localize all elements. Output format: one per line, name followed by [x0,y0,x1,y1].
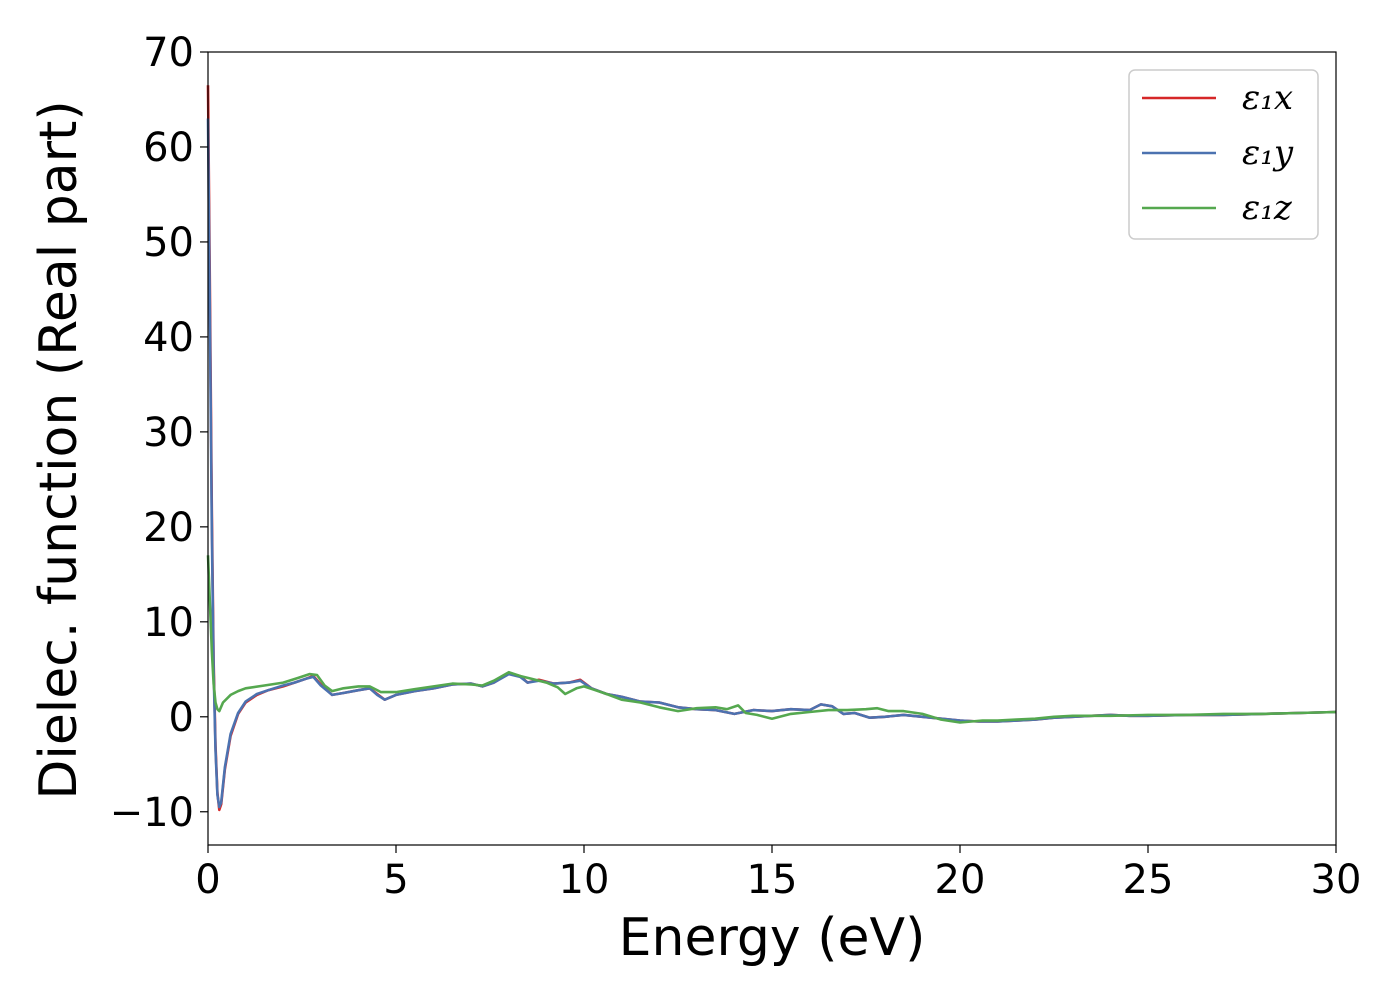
x-tick-label: 20 [935,857,986,903]
y-tick-label: 60 [143,125,194,171]
legend-label-eps1z: ε₁z [1242,188,1293,228]
x-tick-label: 15 [747,857,798,903]
series-line-eps1z [206,555,1337,724]
x-axis-label: Energy (eV) [619,908,926,968]
y-axis-label: Dielec. function (Real part) [29,100,89,799]
y-tick-label: 0 [169,695,194,741]
series-layer [206,85,1337,812]
legend-label-eps1y: ε₁y [1242,133,1294,173]
x-tick-label: 10 [559,857,610,903]
y-tick-label: 50 [143,220,194,266]
x-tick-label: 5 [383,857,408,903]
y-tick-label: 10 [143,600,194,646]
y-tick-label: 30 [143,410,194,456]
x-axis-ticks: 0 5 10 15 20 25 30 [195,845,1361,903]
legend: ε₁x ε₁y ε₁z [1128,69,1319,240]
y-tick-label: 20 [143,505,194,551]
y-tick-label: 40 [143,315,194,361]
y-axis-ticks: −10 0 10 20 30 40 50 60 70 [110,30,208,836]
legend-frame [1128,69,1319,240]
plot-frame [207,51,1337,846]
x-tick-label: 30 [1311,857,1362,903]
x-tick-label: 25 [1123,857,1174,903]
y-tick-label: −10 [110,790,194,836]
y-tick-label: 70 [143,30,194,76]
x-tick-label: 0 [195,857,220,903]
legend-label-eps1x: ε₁x [1242,78,1293,118]
